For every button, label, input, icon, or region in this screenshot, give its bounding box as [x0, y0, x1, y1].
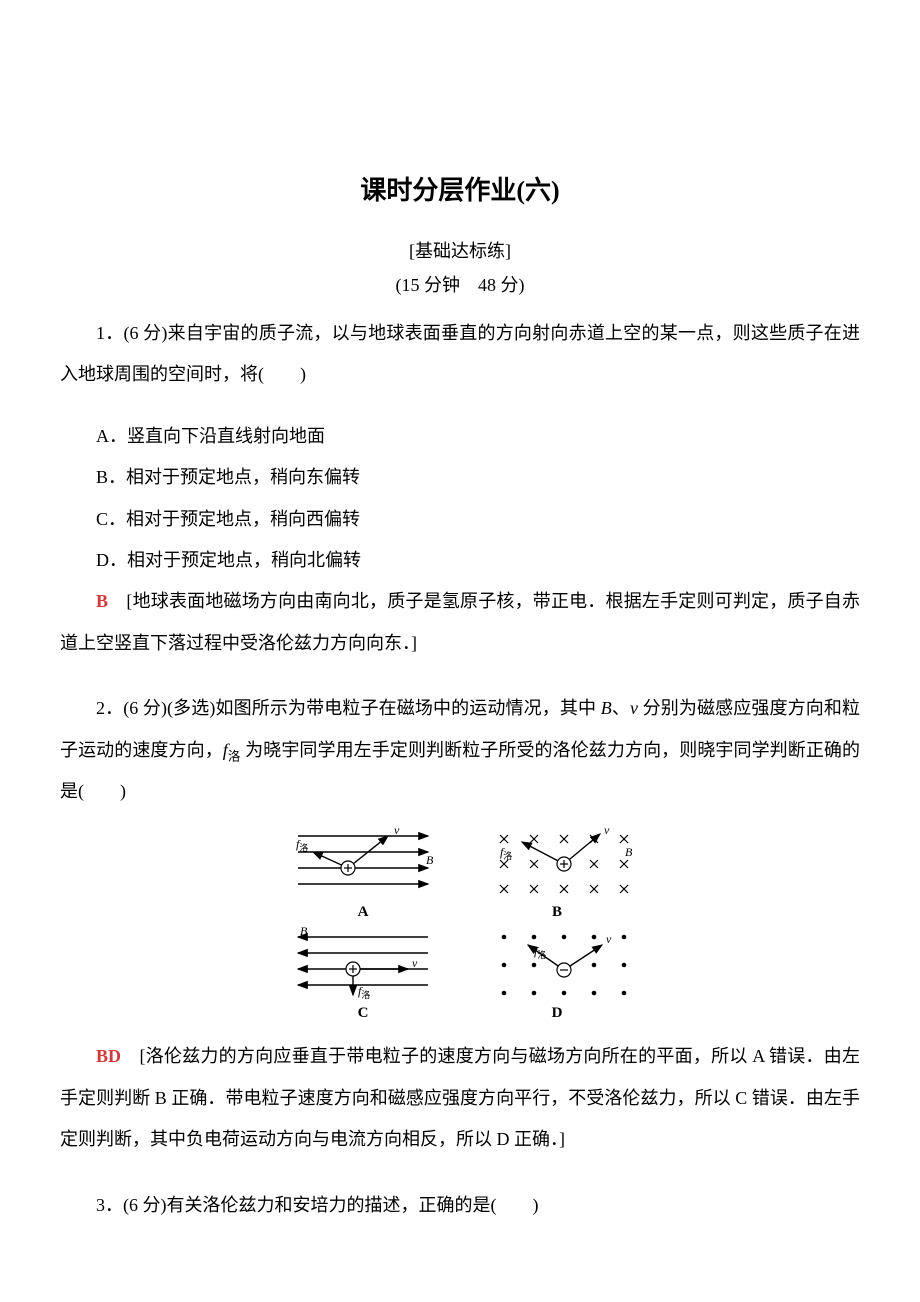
timing-line: (15 分钟 48 分) — [60, 271, 860, 297]
label-v: v — [394, 824, 400, 837]
section-subtitle: [基础达标练] — [60, 237, 860, 263]
q1-answer-text: [地球表面地磁场方向由南向北，质子是氢原子核，带正电．根据左手定则可判定，质子自… — [60, 591, 860, 652]
q2-stem-pre: 2．(6 分)(多选)如图所示为带电粒子在磁场中的运动情况，其中 — [96, 698, 601, 718]
q1-option-d: D．相对于预定地点，稍向北偏转 — [60, 540, 860, 581]
q1-answer: B [地球表面地磁场方向由南向北，质子是氢原子核，带正电．根据左手定则可判定，质… — [60, 581, 860, 664]
q2-sep1: 、 — [612, 698, 630, 718]
q2-f-sub: 洛 — [228, 749, 241, 763]
label-f: f洛 — [296, 837, 308, 853]
figure-panel-c: B v f洛 C — [278, 925, 448, 1020]
q1-option-a: A．竖直向下沿直线射向地面 — [60, 416, 860, 457]
label-B: B — [625, 845, 633, 859]
q1-option-b: B．相对于预定地点，稍向东偏转 — [60, 457, 860, 498]
label-v: v — [604, 824, 610, 837]
figure-panel-a: v B f洛 A — [278, 824, 448, 919]
q3-stem: 3．(6 分)有关洛伦兹力和安培力的描述，正确的是( ) — [60, 1185, 860, 1226]
label-f: f洛 — [358, 984, 370, 1000]
panel-label-a: A — [358, 904, 369, 921]
panel-label-d: D — [552, 1005, 563, 1022]
label-B: B — [426, 853, 434, 867]
label-f: f洛 — [534, 944, 546, 960]
label-f: f洛 — [500, 845, 512, 861]
diagram-a: v B f洛 — [278, 824, 448, 904]
q2-answer-text: [洛伦兹力的方向应垂直于带电粒子的速度方向与磁场方向所在的平面，所以 A 错误．… — [60, 1046, 860, 1149]
q2-figure: v B f洛 A — [60, 824, 860, 1020]
figure-panel-d: v f洛 D — [472, 925, 642, 1020]
q2-B-symbol: B — [601, 698, 612, 718]
panel-label-b: B — [552, 904, 562, 921]
diagram-b: v B f洛 — [472, 824, 642, 904]
q2-answer-letter: BD — [96, 1046, 121, 1066]
q1-option-c: C．相对于预定地点，稍向西偏转 — [60, 499, 860, 540]
q1-answer-letter: B — [96, 591, 108, 611]
label-v: v — [412, 956, 418, 970]
q2-v-symbol: v — [630, 698, 638, 718]
page-title: 课时分层作业(六) — [60, 170, 860, 207]
diagram-d: v f洛 — [472, 925, 642, 1005]
label-B: B — [300, 925, 308, 938]
figure-panel-b: v B f洛 B — [472, 824, 642, 919]
label-v: v — [606, 932, 612, 946]
q2-stem: 2．(6 分)(多选)如图所示为带电粒子在磁场中的运动情况，其中 B、v 分别为… — [60, 688, 860, 812]
q2-answer: BD [洛伦兹力的方向应垂直于带电粒子的速度方向与磁场方向所在的平面，所以 A … — [60, 1036, 860, 1160]
diagram-c: B v f洛 — [278, 925, 448, 1005]
q1-stem: 1．(6 分)来自宇宙的质子流，以与地球表面垂直的方向射向赤道上空的某一点，则这… — [60, 313, 860, 396]
panel-label-c: C — [358, 1005, 369, 1022]
